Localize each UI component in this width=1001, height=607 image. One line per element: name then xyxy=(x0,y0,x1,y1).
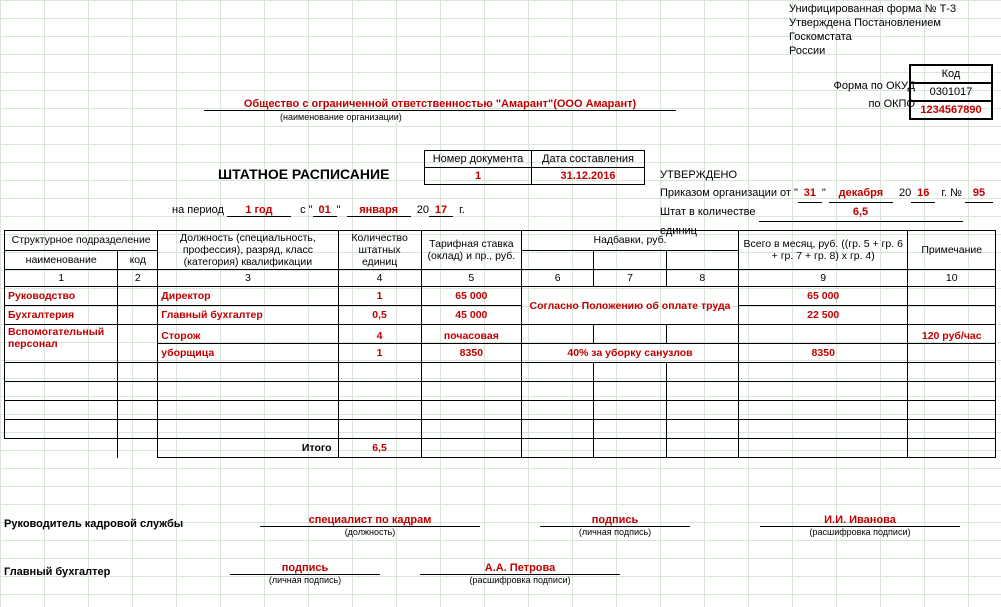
approved-title: УТВЕРЖДЕНО xyxy=(660,166,1001,184)
accountant-signature-row: Главный бухгалтер xyxy=(4,566,110,578)
staffing-table: Структурное подразделение Должность (спе… xyxy=(4,230,996,458)
col-unit-code: код xyxy=(118,250,158,270)
hr-sign: подпись xyxy=(540,514,690,527)
col-unit-name: наименование xyxy=(5,250,118,270)
doc-num-header: Номер документа xyxy=(425,151,532,168)
okud-label: Форма по ОКУД xyxy=(834,80,916,92)
codes-box: Код 0301017 1234567890 xyxy=(909,64,993,120)
approved-month: декабря xyxy=(829,184,893,203)
col-total: Всего в месяц, руб. ((гр. 5 + гр. 6 + гр… xyxy=(738,231,907,270)
approved-order-num: 95 xyxy=(965,184,993,203)
accountant-title: Главный бухгалтер xyxy=(4,566,110,578)
doc-title: ШТАТНОЕ РАСПИСАНИЕ xyxy=(218,166,389,182)
document-sheet: { "header": { "line1": "Унифицированная … xyxy=(0,0,1001,607)
header-line3: России xyxy=(789,44,1001,58)
col-qty: Количество штатных единиц xyxy=(338,231,421,270)
table-row: Вспомогательный персонал xyxy=(5,325,118,363)
okud-value: 0301017 xyxy=(910,83,992,101)
approved-line1: Приказом организации от "31" декабря 201… xyxy=(660,184,1001,203)
approved-block: УТВЕРЖДЕНО Приказом организации от "31" … xyxy=(660,166,1001,240)
org-line: Общество с ограниченной ответственностью… xyxy=(40,98,840,110)
approved-staff-val: 6,5 xyxy=(759,203,963,222)
doc-date: 31.12.2016 xyxy=(532,168,645,185)
period-line: на период 1 год с "01" января 2017 г. xyxy=(172,204,465,217)
itogo-label: Итого xyxy=(158,439,338,458)
col-rate: Тарифная ставка (оклад) и пр., руб. xyxy=(421,231,521,270)
hr-signature-row: Руководитель кадровой службы xyxy=(4,518,183,530)
col-note: Примечание xyxy=(908,231,996,270)
hr-title: Руководитель кадровой службы xyxy=(4,518,183,530)
doc-number-date-box: Номер документа Дата составления 1 31.12… xyxy=(424,150,645,185)
period-val: 1 год xyxy=(227,204,291,217)
period-month: января xyxy=(347,204,411,217)
itogo-value: 6,5 xyxy=(338,439,421,458)
header-line1: Унифицированная форма № Т-3 xyxy=(789,2,1001,16)
period-year: 17 xyxy=(429,204,453,217)
doc-num: 1 xyxy=(425,168,532,185)
col-allow: Надбавки, руб. xyxy=(522,231,739,251)
accountant-name: А.А. Петрова xyxy=(420,562,620,575)
approved-year: 16 xyxy=(911,184,935,203)
accountant-sign: подпись xyxy=(230,562,380,575)
hr-name: И.И. Иванова xyxy=(760,514,960,527)
okpo-value: 1234567890 xyxy=(910,101,992,119)
header-line2: Утверждена Постановлением Госкомстата xyxy=(789,16,1001,44)
org-name: Общество с ограниченной ответственностью… xyxy=(204,98,676,111)
doc-date-header: Дата составления xyxy=(532,151,645,168)
table-row: Бухгалтерия xyxy=(5,306,118,325)
form-header: Унифицированная форма № Т-3 Утверждена П… xyxy=(789,2,1001,58)
codes-title: Код xyxy=(910,65,992,83)
col-unit: Структурное подразделение xyxy=(5,231,158,251)
approved-day: 31 xyxy=(798,184,822,203)
period-day: 01 xyxy=(313,204,337,217)
col-position: Должность (специальность, профессия), ра… xyxy=(158,231,338,270)
org-caption: (наименование организации) xyxy=(280,112,402,122)
hr-position: специалист по кадрам xyxy=(260,514,480,527)
table-row: Руководство xyxy=(5,287,118,306)
